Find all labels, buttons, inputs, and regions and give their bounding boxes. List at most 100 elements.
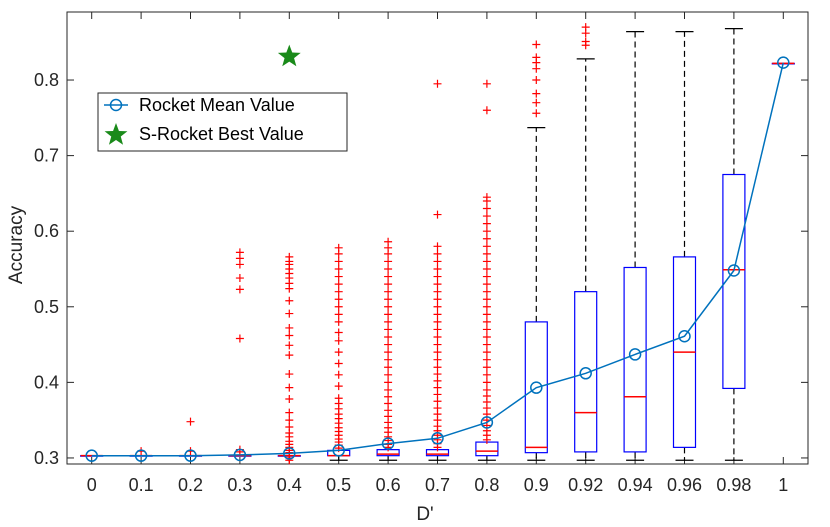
outlier-marker [384,406,393,415]
x-tick-label: 1 [778,475,788,495]
outlier-marker [532,109,541,118]
x-tick-label: 0.1 [129,475,154,495]
outlier-marker [285,296,294,305]
outlier-marker [285,394,294,403]
outlier-marker [482,378,491,387]
outlier-marker [433,295,442,304]
x-tick-label: 0.8 [474,475,499,495]
outlier-marker [532,76,541,85]
outlier-marker [384,340,393,349]
outlier-marker [433,310,442,319]
outlier-marker [235,248,244,257]
y-tick-label: 0.7 [34,146,59,166]
outlier-marker [334,370,343,379]
outlier-marker [433,325,442,334]
outlier-marker [482,333,491,342]
outlier-marker [433,272,442,281]
outlier-marker [334,328,343,337]
outlier-marker [334,280,343,289]
outlier-marker [235,334,244,343]
outlier-series [137,23,590,465]
y-tick-label: 0.6 [34,221,59,241]
outlier-marker [482,325,491,334]
outlier-marker [433,370,442,379]
outlier-marker [482,212,491,221]
rocket-mean-point [184,449,197,462]
outlier-marker [482,219,491,228]
outlier-marker [384,257,393,266]
outlier-marker [482,355,491,364]
x-tick-label: 0.3 [227,475,252,495]
outlier-marker [384,317,393,326]
outlier-marker [482,193,491,202]
outlier-marker [532,40,541,49]
outlier-marker [433,302,442,311]
outlier-marker [482,295,491,304]
outlier-marker [285,422,294,431]
outlier-marker [482,106,491,115]
outlier-marker [482,363,491,372]
x-tick-label: 0.98 [716,475,751,495]
outlier-marker [482,370,491,379]
outlier-marker [384,302,393,311]
s-rocket-best-star [277,44,301,67]
x-tick-label: 0.94 [618,475,653,495]
x-tick-label: 0.92 [568,475,603,495]
outlier-marker [334,310,343,319]
outlier-marker [384,399,393,408]
outlier-marker [334,359,343,368]
box-group [524,127,548,461]
outlier-marker [482,348,491,357]
outlier-marker [433,242,442,251]
box-group [672,31,697,461]
rocket-mean-point [85,449,98,462]
y-tick-label: 0.5 [34,297,59,317]
outlier-marker [334,295,343,304]
outlier-marker [482,340,491,349]
s-rocket-best-series [277,44,301,67]
outlier-marker [384,272,393,281]
box-iqr [574,291,598,453]
outlier-marker [433,210,442,219]
outlier-marker [482,385,491,394]
outlier-marker [384,310,393,319]
outlier-marker [433,280,442,289]
outlier-marker [433,249,442,258]
outlier-marker [482,249,491,258]
outlier-marker [334,382,343,391]
outlier-marker [384,264,393,273]
outlier-marker [334,317,343,326]
outlier-marker [384,392,393,401]
outlier-marker [285,323,294,332]
x-tick-label: 0.9 [524,475,549,495]
outlier-marker [581,23,590,32]
x-tick-label: 0.5 [326,475,351,495]
y-tick-label: 0.4 [34,372,59,392]
legend-box [97,92,348,152]
rocket-mean-point [628,348,642,361]
legend-circle-marker [109,98,123,112]
x-tick-label: 0.7 [425,475,450,495]
outlier-marker [285,408,294,417]
outlier-marker [235,285,244,294]
outlier-marker [285,416,294,425]
legend-label-rocket-mean: Rocket Mean Value [139,95,295,115]
outlier-marker [384,385,393,394]
box-group [722,28,746,461]
x-tick-label: 0.6 [376,475,401,495]
outlier-marker [581,37,590,46]
outlier-marker [482,257,491,266]
outlier-marker [334,394,343,403]
rocket-mean-point [579,367,592,380]
outlier-marker [384,355,393,364]
rocket-mean-point [283,447,296,460]
y-tick-label: 0.3 [34,448,59,468]
outlier-marker [433,340,442,349]
outlier-marker [433,397,442,406]
outlier-marker [285,309,294,318]
outlier-marker [532,53,541,62]
box-iqr [475,441,499,457]
outlier-marker [433,390,442,399]
box-group [574,58,598,461]
